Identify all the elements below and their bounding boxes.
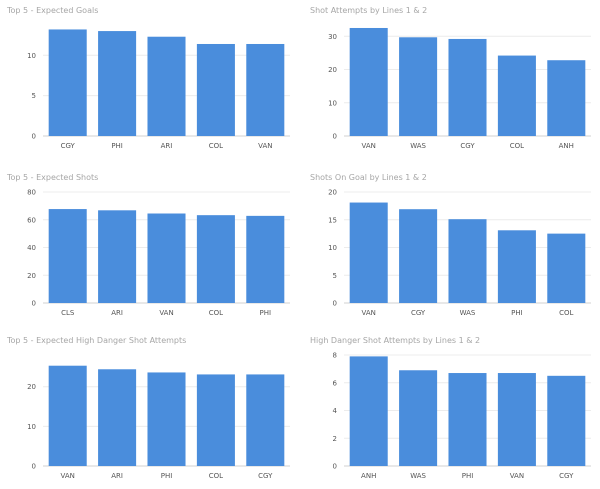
bar-phi[interactable]	[448, 373, 487, 466]
y-tick-label: 10	[328, 244, 337, 252]
x-tick-label: VAN	[362, 309, 376, 317]
x-tick-label: COL	[510, 142, 524, 150]
y-tick-label: 15	[328, 216, 337, 224]
x-tick-label: ARI	[161, 142, 173, 150]
x-tick-label: PHI	[111, 142, 123, 150]
y-tick-label: 0	[333, 300, 337, 308]
x-tick-label: CLS	[61, 309, 75, 317]
bar-phi[interactable]	[497, 230, 536, 303]
y-tick-label: 8	[333, 352, 337, 360]
x-tick-label: CGY	[460, 142, 475, 150]
bar-cls[interactable]	[48, 209, 87, 303]
bar-ari[interactable]	[98, 210, 137, 303]
y-tick-label: 20	[328, 189, 337, 197]
x-tick-label: ARI	[111, 472, 123, 480]
chart-title: Top 5 - Expected High Danger Shot Attemp…	[6, 336, 186, 345]
y-tick-label: 5	[32, 92, 36, 100]
y-tick-label: 10	[328, 99, 337, 107]
x-tick-label: WAS	[410, 142, 426, 150]
y-tick-label: 10	[27, 423, 36, 431]
bar-van[interactable]	[497, 373, 536, 466]
bar-van[interactable]	[349, 202, 388, 303]
chart-title: Shot Attempts by Lines 1 & 2	[310, 6, 427, 15]
bar-cgy[interactable]	[399, 209, 438, 303]
x-tick-label: ARI	[111, 309, 123, 317]
y-tick-label: 20	[27, 272, 36, 280]
bar-anh[interactable]	[547, 60, 586, 137]
bar-col[interactable]	[196, 374, 235, 466]
x-tick-label: PHI	[511, 309, 523, 317]
y-tick-label: 0	[32, 463, 36, 471]
bar-van[interactable]	[147, 213, 186, 303]
bar-cgy[interactable]	[448, 38, 487, 136]
y-tick-label: 0	[333, 463, 337, 471]
bar-phi[interactable]	[246, 215, 285, 303]
x-tick-label: COL	[209, 472, 223, 480]
chart-panel-4: Shots On Goal by Lines 1 & 2 0 5 10 15 20 VAN C…	[310, 173, 591, 317]
y-tick-label: 10	[27, 52, 36, 60]
bar-van[interactable]	[246, 43, 285, 136]
x-tick-label: VAN	[510, 472, 524, 480]
bar-was[interactable]	[399, 370, 438, 466]
bar-cgy[interactable]	[48, 29, 87, 137]
x-tick-label: CGY	[411, 309, 426, 317]
bar-col[interactable]	[196, 43, 235, 136]
chart-panel-3: Top 5 - Expected Shots 0 20 40 60 80 CLS ARI VAN…	[6, 173, 290, 317]
y-tick-label: 40	[27, 244, 36, 252]
x-tick-label: CGY	[61, 142, 76, 150]
x-tick-label: PHI	[462, 472, 474, 480]
x-tick-label: VAN	[159, 309, 173, 317]
x-tick-label: ANH	[361, 472, 376, 480]
chart-title: High Danger Shot Attempts by Lines 1 & 2	[310, 336, 480, 345]
y-tick-label: 20	[328, 66, 337, 74]
bar-ari[interactable]	[147, 36, 186, 136]
y-tick-label: 0	[333, 133, 337, 141]
y-tick-label: 5	[333, 272, 337, 280]
chart-panel-2: Shot Attempts by Lines 1 & 2 0 10 20 30 VAN WA…	[310, 6, 591, 150]
bar-phi[interactable]	[147, 372, 186, 466]
bar-col[interactable]	[547, 233, 586, 303]
chart-panel-6: High Danger Shot Attempts by Lines 1 & 2…	[310, 336, 591, 480]
chart-panel-5: Top 5 - Expected High Danger Shot Attemp…	[6, 336, 290, 480]
y-tick-label: 20	[27, 383, 36, 391]
y-tick-label: 60	[27, 216, 36, 224]
y-tick-label: 0	[32, 300, 36, 308]
y-tick-label: 2	[333, 435, 337, 443]
x-tick-label: CGY	[559, 472, 574, 480]
x-tick-label: CGY	[258, 472, 273, 480]
x-tick-label: WAS	[460, 309, 476, 317]
x-tick-label: VAN	[362, 142, 376, 150]
bar-van[interactable]	[349, 27, 388, 137]
bar-col[interactable]	[497, 55, 536, 136]
bar-was[interactable]	[399, 37, 438, 136]
y-tick-label: 0	[32, 133, 36, 141]
x-tick-label: WAS	[410, 472, 426, 480]
x-tick-label: COL	[209, 142, 223, 150]
bar-anh[interactable]	[349, 356, 388, 466]
y-tick-label: 6	[333, 379, 338, 387]
bar-cgy[interactable]	[547, 375, 586, 466]
chart-panel-1: Top 5 - Expected Goals 0 5 10 CGY PHI ARI COL VA…	[6, 6, 290, 150]
x-tick-label: PHI	[260, 309, 272, 317]
bar-cgy[interactable]	[246, 374, 285, 466]
bar-ari[interactable]	[98, 369, 137, 466]
bar-was[interactable]	[448, 219, 487, 303]
x-tick-label: ANH	[559, 142, 574, 150]
x-tick-label: PHI	[161, 472, 173, 480]
y-tick-label: 80	[27, 189, 36, 197]
chart-title: Top 5 - Expected Shots	[6, 173, 98, 182]
x-tick-label: COL	[559, 309, 573, 317]
chart-title: Top 5 - Expected Goals	[6, 6, 98, 15]
bar-phi[interactable]	[98, 31, 137, 137]
chart-title: Shots On Goal by Lines 1 & 2	[310, 173, 427, 182]
x-tick-label: VAN	[258, 142, 272, 150]
x-tick-label: COL	[209, 309, 223, 317]
x-tick-label: VAN	[61, 472, 75, 480]
y-tick-label: 30	[328, 33, 337, 41]
bar-van[interactable]	[48, 365, 87, 466]
bar-col[interactable]	[196, 215, 235, 303]
y-tick-label: 4	[333, 407, 338, 415]
